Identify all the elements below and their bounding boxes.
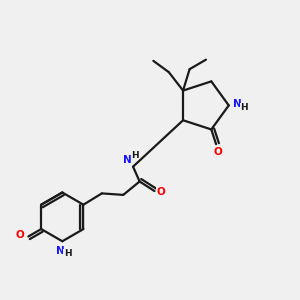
Text: N: N [123, 155, 132, 165]
Text: H: H [131, 151, 139, 160]
Text: N: N [56, 246, 65, 256]
Text: O: O [213, 148, 222, 158]
Text: H: H [240, 103, 248, 112]
Text: H: H [64, 249, 71, 258]
Text: O: O [16, 230, 24, 240]
Text: O: O [157, 187, 165, 196]
Text: N: N [233, 99, 242, 109]
